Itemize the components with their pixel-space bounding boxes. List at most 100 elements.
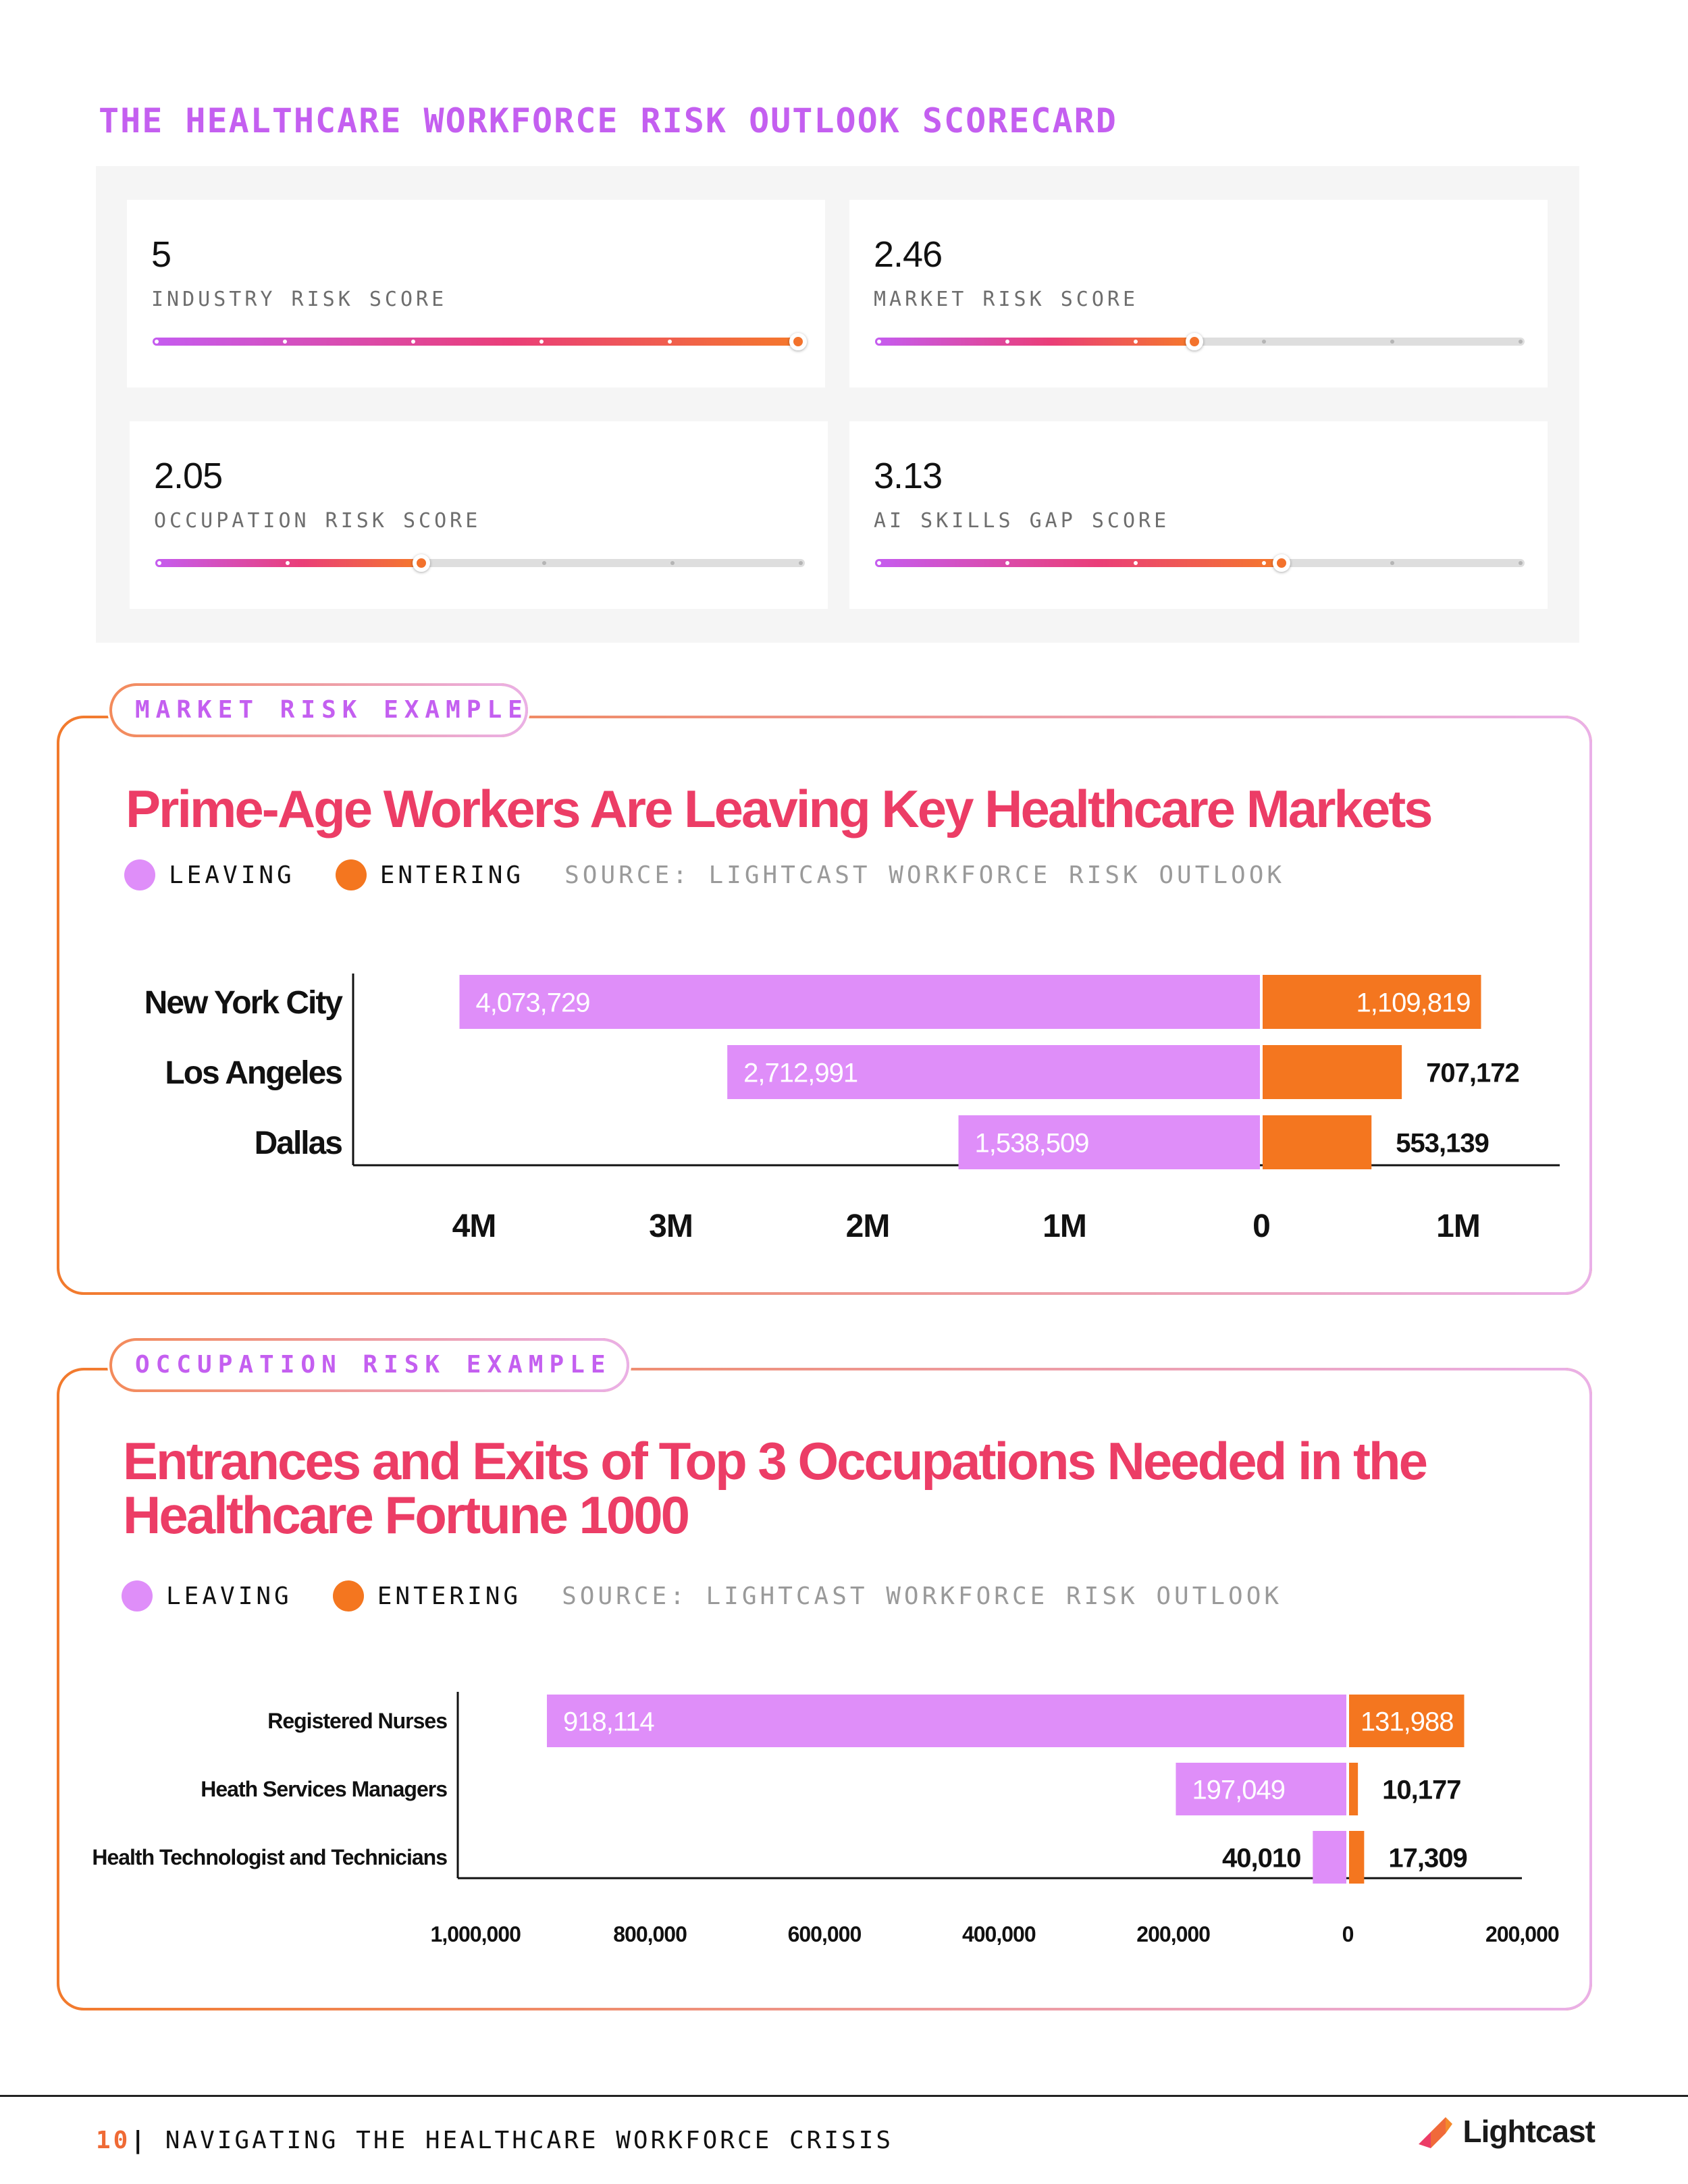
- category-label: New York City: [144, 985, 344, 1021]
- entering-legend-label: ENTERING: [379, 861, 525, 889]
- score-tick: [1005, 340, 1009, 344]
- lightcast-logo-icon: [1418, 2117, 1452, 2148]
- footer-document-title: NAVIGATING THE HEALTHCARE WORKFORCE CRIS…: [165, 2127, 894, 2154]
- score-tick: [1519, 340, 1523, 344]
- x-tick-label: 1,000,000: [431, 1922, 521, 1946]
- score-card-ai-skills: 3.13 AI SKILLS GAP SCORE: [849, 421, 1548, 609]
- entering-value-label: 553,139: [1396, 1128, 1489, 1158]
- score-track: [875, 333, 1525, 350]
- footer-title: 10| NAVIGATING THE HEALTHCARE WORKFORCE …: [96, 2127, 893, 2154]
- market-risk-section: [57, 716, 1592, 1295]
- score-tick: [155, 340, 159, 344]
- score-marker: [789, 333, 807, 350]
- page-heading: THE HEALTHCARE WORKFORCE RISK OUTLOOK SC…: [99, 101, 1117, 140]
- x-tick-label: 3M: [649, 1208, 693, 1244]
- score-value: 2.05: [154, 456, 223, 496]
- category-label: Health Technologist and Technicians: [92, 1845, 447, 1869]
- score-fill: [153, 338, 802, 346]
- x-tick-label: 1M: [1436, 1208, 1480, 1244]
- category-label: Dallas: [255, 1125, 342, 1161]
- score-label: MARKET RISK SCORE: [874, 288, 1139, 311]
- score-marker: [1186, 333, 1204, 350]
- score-card-industry: 5 INDUSTRY RISK SCORE: [127, 200, 825, 388]
- score-tick: [1519, 561, 1523, 565]
- scorecard-panel: 5 INDUSTRY RISK SCORE 2.46 MARKET RISK S…: [96, 166, 1579, 643]
- score-marker: [1273, 554, 1291, 572]
- entering-value-label: 17,309: [1388, 1843, 1467, 1873]
- leaving-value-label: 197,049: [1192, 1775, 1285, 1805]
- leaving-legend-label: LEAVING: [166, 1582, 292, 1610]
- score-tick: [877, 561, 881, 565]
- leaving-bar: [727, 1045, 1260, 1099]
- score-card-occupation: 2.05 OCCUPATION RISK SCORE: [130, 421, 828, 609]
- score-track: [155, 554, 805, 572]
- score-fill: [875, 559, 1282, 567]
- source-note: SOURCE: LIGHTCAST WORKFORCE RISK OUTLOOK: [564, 861, 1286, 889]
- x-tick-label: 0: [1252, 1208, 1270, 1244]
- leaving-bar: [958, 1115, 1260, 1169]
- entering-bar: [1349, 1695, 1465, 1747]
- leaving-bar: [459, 975, 1260, 1029]
- score-tick: [1134, 340, 1138, 344]
- score-track: [875, 554, 1525, 572]
- leaving-value-label: 918,114: [563, 1707, 654, 1736]
- score-tick: [542, 561, 546, 565]
- x-tick-label: 4M: [452, 1208, 496, 1244]
- page-number: 10: [96, 2127, 131, 2154]
- score-label: OCCUPATION RISK SCORE: [154, 509, 481, 533]
- category-label: Registered Nurses: [267, 1709, 447, 1733]
- entering-bar: [1263, 1115, 1372, 1169]
- leaving-value-label: 2,712,991: [743, 1058, 858, 1088]
- score-tick: [670, 561, 675, 565]
- x-tick-label: 400,000: [962, 1922, 1036, 1946]
- entering-value-label: 131,988: [1361, 1707, 1454, 1736]
- score-tick: [1390, 561, 1394, 565]
- footer-separator: |: [130, 2127, 149, 2154]
- entering-bar: [1263, 1045, 1402, 1099]
- leaving-legend-label: LEAVING: [169, 861, 295, 889]
- score-tick: [1262, 340, 1266, 344]
- leaving-legend-dot: [124, 859, 155, 890]
- x-tick-label: 2M: [846, 1208, 890, 1244]
- brand-logo: Lightcast: [1416, 2113, 1595, 2150]
- leaving-bar: [1176, 1763, 1346, 1815]
- leaving-value-label: 1,538,509: [975, 1128, 1089, 1158]
- occupation-risk-pill: OCCUPATION RISK EXAMPLE: [109, 1338, 629, 1392]
- score-tick: [283, 340, 287, 344]
- x-tick-label: 800,000: [613, 1922, 687, 1946]
- score-value: 3.13: [874, 456, 943, 496]
- score-tick: [1390, 340, 1394, 344]
- entering-bar: [1349, 1763, 1359, 1815]
- score-fill: [875, 338, 1195, 346]
- score-tick: [1005, 561, 1009, 565]
- market-chart-title: Prime-Age Workers Are Leaving Key Health…: [126, 779, 1433, 838]
- market-risk-chart: New York City 4,073,729 1,109,819 Los Angel…: [144, 974, 1560, 1244]
- entering-legend-label: ENTERING: [377, 1582, 522, 1610]
- x-tick-label: 600,000: [788, 1922, 862, 1946]
- score-tick: [157, 561, 161, 565]
- score-tick: [411, 340, 415, 344]
- leaving-legend-dot: [122, 1580, 153, 1612]
- x-tick-label: 200,000: [1485, 1922, 1559, 1946]
- score-tick: [1134, 561, 1138, 565]
- leaving-value-label: 4,073,729: [476, 988, 590, 1017]
- occupation-risk-section: [57, 1368, 1592, 2010]
- score-tick: [877, 340, 881, 344]
- occupation-chart-title-line2: Healthcare Fortune 1000: [123, 1485, 690, 1545]
- entering-legend-dot: [335, 859, 367, 890]
- score-tick: [668, 340, 672, 344]
- entering-legend-dot: [332, 1580, 364, 1612]
- market-risk-pill: MARKET RISK EXAMPLE: [109, 683, 528, 737]
- entering-value-label: 707,172: [1426, 1058, 1519, 1088]
- score-marker: [413, 554, 431, 572]
- x-tick-label: 1M: [1043, 1208, 1086, 1244]
- score-value: 2.46: [874, 234, 943, 275]
- score-label: INDUSTRY RISK SCORE: [151, 288, 448, 311]
- leaving-bar: [546, 1695, 1346, 1747]
- score-tick: [799, 561, 803, 565]
- occupation-risk-chart: Registered Nurses 918,114 131,988 Heath Ser…: [92, 1692, 1560, 1946]
- entering-bar: [1263, 975, 1481, 1029]
- entering-value-label: 10,177: [1382, 1775, 1460, 1805]
- score-label: AI SKILLS GAP SCORE: [874, 509, 1170, 533]
- score-tick: [539, 340, 544, 344]
